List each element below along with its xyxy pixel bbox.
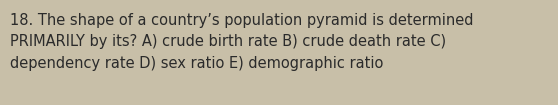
Text: 18. The shape of a country’s population pyramid is determined
PRIMARILY by its? : 18. The shape of a country’s population …: [10, 13, 474, 71]
